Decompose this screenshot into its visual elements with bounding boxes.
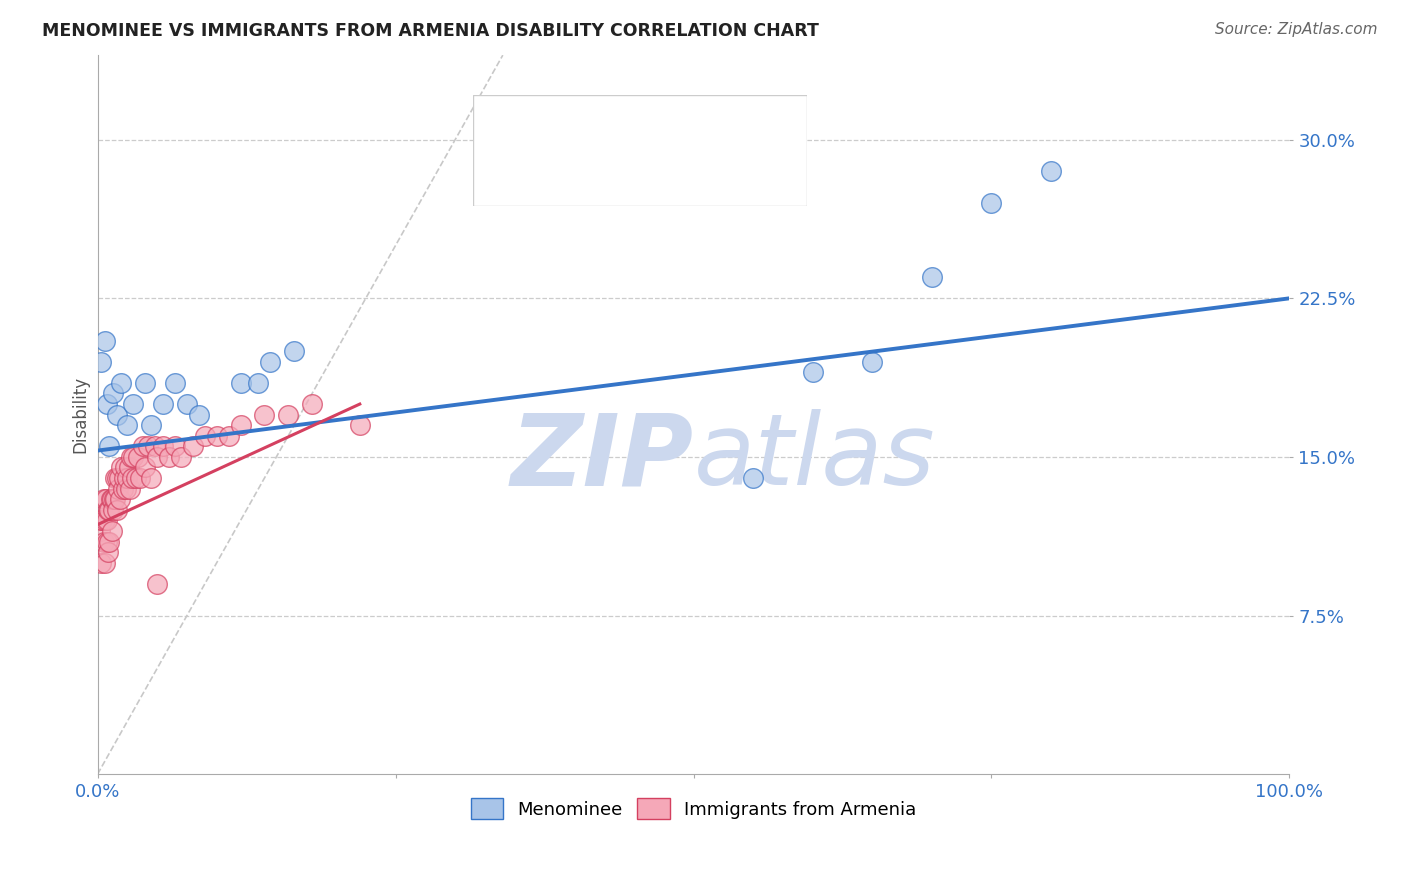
Legend: Menominee, Immigrants from Armenia: Menominee, Immigrants from Armenia [464, 791, 924, 826]
Point [94, 492, 117, 507]
Point [103, 492, 125, 507]
Text: atlas: atlas [693, 409, 935, 507]
Point [101, 524, 124, 538]
Point [181, 439, 204, 453]
Point [117, 418, 139, 433]
Point [115, 482, 138, 496]
Point [117, 460, 139, 475]
Point [98, 439, 121, 453]
Point [122, 397, 145, 411]
Y-axis label: Disability: Disability [72, 376, 89, 453]
Point [187, 408, 209, 422]
Point [111, 482, 134, 496]
Point [110, 460, 132, 475]
Point [349, 418, 371, 433]
Point [101, 492, 124, 507]
Point [93, 492, 115, 507]
Point [129, 471, 152, 485]
Point [980, 196, 1002, 211]
Point [90, 556, 112, 570]
Point [136, 439, 159, 453]
Point [98, 503, 121, 517]
Point [194, 429, 217, 443]
Point [105, 408, 128, 422]
Point [96, 397, 118, 411]
Point [117, 471, 139, 485]
Point [118, 482, 141, 496]
Point [134, 460, 156, 475]
Point [229, 376, 252, 390]
Point [259, 355, 281, 369]
Point [205, 429, 228, 443]
Point [101, 503, 124, 517]
Point [121, 471, 143, 485]
Point [107, 482, 129, 496]
Point [176, 397, 198, 411]
Point [277, 408, 299, 422]
Point [98, 534, 121, 549]
Point [105, 471, 128, 485]
Point [93, 534, 115, 549]
Point [110, 492, 132, 507]
Point [143, 439, 166, 453]
Point [108, 471, 131, 485]
Point [860, 355, 883, 369]
Point [97, 545, 120, 559]
Point [146, 450, 169, 464]
Point [97, 503, 120, 517]
Point [96, 513, 118, 527]
Point [170, 450, 193, 464]
Point [91, 513, 114, 527]
Point [152, 397, 174, 411]
Point [163, 376, 186, 390]
Point [100, 492, 122, 507]
Point [247, 376, 270, 390]
Point [114, 460, 136, 475]
Point [89, 524, 111, 538]
Point [301, 397, 323, 411]
Text: ZIP: ZIP [510, 409, 693, 507]
Point [801, 365, 824, 379]
Point [152, 439, 174, 453]
Point [120, 450, 142, 464]
Point [146, 576, 169, 591]
Point [229, 418, 252, 433]
Point [134, 376, 156, 390]
Point [110, 376, 132, 390]
Point [90, 355, 112, 369]
Text: MENOMINEE VS IMMIGRANTS FROM ARMENIA DISABILITY CORRELATION CHART: MENOMINEE VS IMMIGRANTS FROM ARMENIA DIS… [42, 22, 820, 40]
Point [105, 503, 128, 517]
Point [141, 418, 163, 433]
Point [1040, 164, 1063, 178]
Point [283, 344, 305, 359]
Point [163, 439, 186, 453]
Text: Source: ZipAtlas.com: Source: ZipAtlas.com [1215, 22, 1378, 37]
Point [122, 450, 145, 464]
Point [132, 439, 155, 453]
Point [93, 334, 115, 348]
Point [101, 386, 124, 401]
Point [127, 450, 149, 464]
Point [104, 471, 127, 485]
Point [125, 471, 148, 485]
Point [141, 471, 163, 485]
Point [93, 513, 115, 527]
Point [157, 450, 180, 464]
Point [253, 408, 276, 422]
Point [93, 556, 115, 570]
Point [921, 270, 943, 285]
Point [90, 513, 112, 527]
Point [218, 429, 240, 443]
Point [742, 471, 765, 485]
Point [104, 492, 127, 507]
Point [96, 534, 118, 549]
Point [112, 471, 135, 485]
